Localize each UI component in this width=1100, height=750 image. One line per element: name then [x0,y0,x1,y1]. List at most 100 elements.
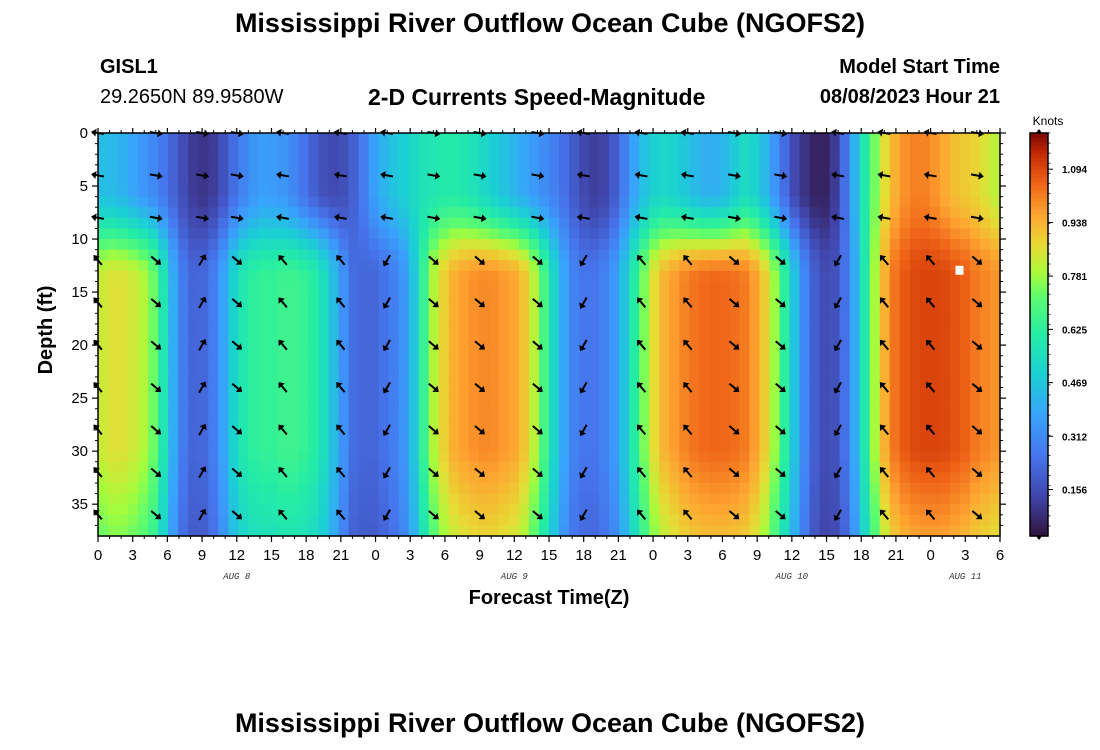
heatmap-cell [168,228,179,240]
heatmap-cell [268,196,279,208]
heatmap-cell [308,472,320,484]
x-tick-label: 0 [926,547,934,564]
colorbar-segment [1030,527,1048,533]
heatmap-cell [188,345,199,357]
colorbar-segment [1030,362,1048,368]
heatmap-cell [288,429,300,442]
heatmap-cell [338,419,350,431]
heatmap-cell [248,186,259,198]
heatmap-cell [879,514,891,526]
heatmap-cell [148,323,159,336]
heatmap-cell [518,313,530,325]
heatmap-cell [909,207,921,219]
heatmap-cell [819,461,831,473]
heatmap-cell [959,260,971,272]
heatmap-cell [488,164,500,177]
heatmap-cell [428,387,440,399]
heatmap-cell [478,482,490,495]
heatmap-cell [879,387,891,399]
heatmap-cell [589,239,600,251]
y-axis-label: Depth (ft) [35,286,57,375]
heatmap-cell [849,493,861,505]
heatmap-cell [749,482,761,495]
heatmap-cell [929,143,941,155]
heatmap-cell [579,217,590,230]
heatmap-cell [879,175,891,187]
heatmap-cell [498,164,510,177]
heatmap-cell [268,493,279,505]
heatmap-cell [438,207,450,219]
heatmap-cell [809,398,821,410]
heatmap-cell [989,334,1001,346]
heatmap-cell [579,514,590,526]
heatmap-cell [348,313,360,325]
heatmap-cell [719,461,730,473]
heatmap-cell [368,461,380,473]
y-tick-label: 10 [71,231,88,248]
heatmap-cell [739,525,751,537]
heatmap-cell [909,366,921,378]
heatmap-cell [689,207,700,219]
heatmap-cell [849,302,861,314]
heatmap-cell [909,196,921,208]
heatmap-cell [368,302,380,314]
heatmap-cell [659,270,670,283]
heatmap-cell [939,186,951,198]
heatmap-cell [398,355,410,367]
heatmap-cell [699,260,710,272]
heatmap-cell [949,482,961,495]
heatmap-cell [98,249,109,261]
heatmap-cell [729,133,741,145]
heatmap-cell [969,429,981,442]
heatmap-cell [789,133,801,145]
colorbar-segment [1030,455,1048,461]
heatmap-cell [118,175,129,187]
current-vector-arrow [428,382,439,392]
heatmap-cell [669,429,680,442]
heatmap-cell [559,207,570,219]
heatmap-cell [488,313,500,325]
heatmap-cell [789,504,801,516]
heatmap-cell [649,270,660,283]
heatmap-cell [709,514,720,526]
heatmap-cell [418,164,430,177]
heatmap-cell [508,207,520,219]
heatmap-cell [579,387,590,399]
heatmap-cell [709,376,720,389]
heatmap-cell [348,207,360,219]
heatmap-cell [428,461,440,473]
heatmap-cell [639,239,650,251]
heatmap-cell [779,154,791,166]
x-tick-label: 12 [784,547,801,564]
heatmap-cell [899,313,911,325]
heatmap-cell [428,514,440,526]
heatmap-cell [528,281,540,293]
heatmap-cell [198,270,209,283]
heatmap-cell [799,345,811,357]
current-vector-arrow [579,381,588,394]
heatmap-cell [729,154,741,166]
heatmap-cell [599,376,610,389]
heatmap-cell [448,143,460,155]
heatmap-cell [428,249,440,261]
heatmap-cell [619,249,630,261]
heatmap-cell [338,164,350,177]
heatmap-cell [729,514,741,526]
heatmap-cell [549,514,560,526]
heatmap-cell [869,207,881,219]
heatmap-cell [288,451,300,463]
heatmap-cell [689,143,700,155]
heatmap-cell [759,504,771,516]
heatmap-cell [869,525,881,537]
heatmap-cell [689,196,700,208]
heatmap-cell [428,419,440,431]
heatmap-cell [559,376,570,389]
heatmap-cell [478,260,490,272]
heatmap-cell [158,270,169,283]
heatmap-cell [639,408,650,420]
heatmap-cell [799,504,811,516]
heatmap-cell [769,334,781,346]
heatmap-cell [398,239,410,251]
heatmap-cell [228,196,239,208]
heatmap-cell [528,313,540,325]
